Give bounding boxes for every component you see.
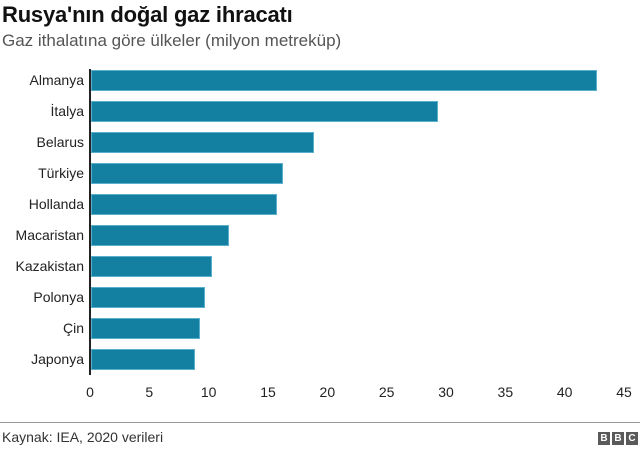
bbc-logo: B B C <box>598 432 638 445</box>
footer-divider <box>0 422 640 423</box>
bar-row: Çin <box>0 314 640 345</box>
bar <box>91 318 200 339</box>
logo-letter: C <box>626 432 638 445</box>
bar-row: Kazakistan <box>0 252 640 283</box>
bar-row: Macaristan <box>0 221 640 252</box>
x-tick-label: 10 <box>200 384 217 400</box>
bar <box>91 194 277 215</box>
bar-row: Polonya <box>0 283 640 314</box>
category-label: Polonya <box>33 289 84 305</box>
x-tick-label: 30 <box>438 384 454 400</box>
category-label: İtalya <box>50 103 84 119</box>
bar <box>91 70 597 91</box>
category-label: Japonya <box>31 351 84 367</box>
x-tick-label: 40 <box>556 384 573 400</box>
bar <box>91 287 205 308</box>
bar-row: Türkiye <box>0 159 640 190</box>
category-label: Çin <box>62 320 84 336</box>
bar <box>91 256 212 277</box>
chart-title: Rusya'nın doğal gaz ihracatı <box>2 2 293 27</box>
bar <box>91 349 195 370</box>
x-tick-label: 25 <box>378 384 395 400</box>
category-label: Türkiye <box>38 165 84 181</box>
category-label: Kazakistan <box>15 258 84 274</box>
bar <box>91 132 314 153</box>
category-label: Hollanda <box>28 196 84 212</box>
bar <box>91 101 438 122</box>
x-tick-label: 35 <box>497 384 514 400</box>
bar-row: Japonya <box>0 345 640 376</box>
x-tick-label: 15 <box>260 384 276 400</box>
bar <box>91 163 283 184</box>
chart-subtitle: Gaz ithalatına göre ülkeler (milyon metr… <box>2 31 342 50</box>
y-axis-line <box>89 69 91 375</box>
bar-row: Belarus <box>0 128 640 159</box>
plot-area: Almanya İtalya Belarus Türkiye Hollanda Macar… <box>0 66 640 376</box>
bar-row: Almanya <box>0 66 640 97</box>
bar-row: İtalya <box>0 97 640 128</box>
logo-letter: B <box>612 432 624 445</box>
x-axis-ticks: 0 5 10 15 20 25 30 35 40 45 <box>0 384 640 404</box>
x-tick-label: 0 <box>86 384 94 400</box>
bar <box>91 225 229 246</box>
category-label: Belarus <box>36 134 84 150</box>
logo-letter: B <box>598 432 610 445</box>
x-tick-label: 5 <box>145 384 154 400</box>
category-label: Almanya <box>29 72 84 88</box>
source-note: Kaynak: IEA, 2020 verileri <box>2 429 164 445</box>
bar-row: Hollanda <box>0 190 640 221</box>
x-tick-label: 20 <box>319 384 336 400</box>
category-label: Macaristan <box>15 227 84 243</box>
x-tick-label: 45 <box>616 384 632 400</box>
